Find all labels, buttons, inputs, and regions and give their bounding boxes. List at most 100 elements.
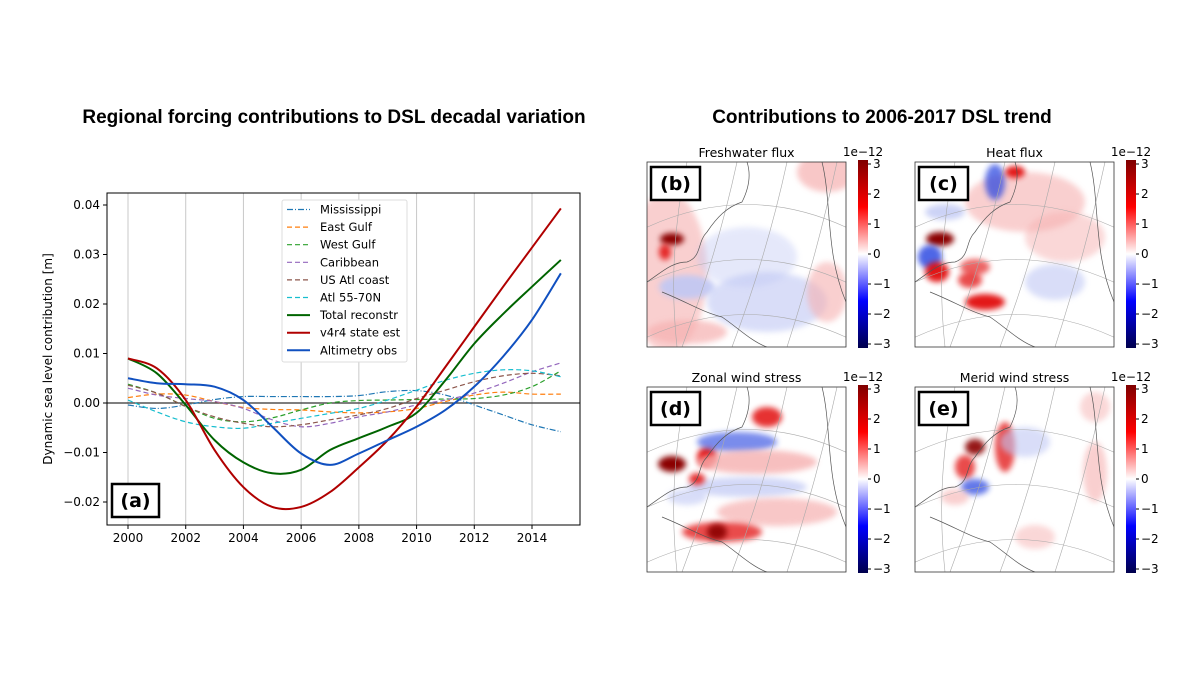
colorbar-tick-label: 0 (1141, 472, 1149, 486)
field-anomaly (926, 232, 954, 246)
map-frame (914, 386, 1115, 573)
colorbar-tick-label: 3 (873, 382, 881, 396)
series-line-west-gulf (127, 370, 562, 423)
colorbar-tick-label: −3 (873, 337, 891, 351)
field-anomaly (985, 164, 1005, 200)
x-tick-label: 2010 (401, 531, 432, 545)
colorbar-tick-label: 1 (1141, 442, 1149, 456)
graticule-meridian (949, 387, 1006, 572)
series-line-v4r4-state-est (127, 207, 562, 511)
colorbar-scale: 1e−12 (843, 370, 883, 384)
legend-label: Altimetry obs (320, 343, 397, 357)
x-tick-label: 2006 (286, 531, 317, 545)
graticule-meridian (949, 162, 1006, 347)
field-anomaly (797, 162, 846, 192)
field-anomaly (658, 456, 686, 472)
colorbar-tick-label: 0 (873, 472, 881, 486)
coastline (647, 387, 750, 508)
plot-frame (106, 192, 581, 526)
field-anomaly (647, 192, 707, 347)
field-anomaly (659, 275, 715, 299)
graticule-parallel (915, 204, 1114, 228)
colorbar-tick-label: −3 (873, 562, 891, 576)
colorbar: 1e−123 2 1 0 −1 −2 −3 (1111, 370, 1159, 576)
series-line-altimetry-obs (127, 272, 562, 466)
y-tick-label: −0.01 (63, 446, 100, 460)
field-anomaly (647, 320, 727, 344)
colorbar-scale: 1e−12 (1111, 370, 1151, 384)
field-anomaly (807, 262, 846, 322)
field-anomaly (697, 432, 777, 452)
panel-label: (c) (929, 173, 958, 195)
colorbar-gradient (858, 385, 868, 573)
graticule-meridian (786, 387, 838, 572)
legend-label: US Atl coast (320, 273, 390, 287)
field-anomaly (1015, 525, 1055, 549)
coastline (661, 291, 768, 347)
y-tick-label: 0.01 (73, 347, 100, 361)
panel-label: (e) (928, 398, 958, 420)
legend-label: v4r4 state est (320, 326, 401, 340)
field-anomaly (659, 244, 671, 260)
map-title: Heat flux (986, 145, 1043, 160)
field-anomaly (965, 294, 1005, 310)
map-title: Zonal wind stress (692, 370, 802, 385)
colorbar: 1e−123 2 1 0 −1 −2 −3 (1111, 145, 1159, 351)
graticule-meridian (999, 387, 1056, 572)
legend: Mississippi East Gulf West Gulf Caribbean US… (281, 199, 408, 363)
field-anomaly (707, 524, 727, 540)
map-panel-b: Freshwater flux (b) 1e−123 2 1 0 −1 −2 −3 (646, 145, 891, 351)
colorbar-tick-label: −1 (873, 277, 891, 291)
line-chart: 2000 2002 2004 2006 2008 2010 2012 2014 0.04 0.03… (41, 192, 581, 545)
right-title: Contributions to 2006-2017 DSL trend (712, 107, 1052, 128)
coastline (661, 516, 768, 572)
field-anomaly (960, 259, 990, 275)
coastline (929, 516, 1036, 572)
graticule-meridian (731, 162, 788, 347)
field-anomaly (707, 272, 827, 332)
y-axis-label: Dynamic sea level contribution [m] (41, 253, 55, 464)
colorbar-tick-label: −2 (873, 307, 891, 321)
colorbar-tick-label: −2 (1141, 532, 1159, 546)
legend-box (281, 199, 408, 363)
colorbar-tick-label: 3 (873, 157, 881, 171)
map-field (647, 162, 846, 347)
y-tick-label: 0.04 (73, 198, 100, 212)
graticule-meridian (1054, 387, 1106, 572)
graticule-parallel (915, 429, 1114, 453)
colorbar-tick-label: 1 (1141, 217, 1149, 231)
colorbar-tick-label: −1 (873, 502, 891, 516)
coastline (1089, 162, 1114, 303)
panel-label: (d) (660, 398, 691, 420)
graticule-parallel (647, 429, 846, 453)
graticule-meridian (681, 162, 738, 347)
map-title: Merid wind stress (960, 370, 1070, 385)
graticule-parallel (647, 314, 846, 338)
graticule-parallel (647, 539, 846, 563)
colorbar: 1e−123 2 1 0 −1 −2 −3 (843, 370, 891, 576)
legend-label: Mississippi (320, 203, 381, 217)
map-frame (646, 386, 847, 573)
colorbar-tick-label: −3 (1141, 562, 1159, 576)
y-tick-label: 0.03 (73, 248, 100, 262)
x-tick-label: 2002 (170, 531, 201, 545)
panel-label-box (917, 165, 970, 202)
colorbar-tick-label: 1 (873, 442, 881, 456)
map-title: Freshwater flux (698, 145, 794, 160)
field-anomaly (687, 477, 807, 497)
colorbar-tick-label: −2 (873, 532, 891, 546)
colorbar-gradient (858, 160, 868, 348)
colorbar-gradient (1126, 385, 1136, 573)
field-anomaly (961, 479, 989, 495)
field-anomaly (717, 498, 837, 526)
colorbar-tick-label: 0 (1141, 247, 1149, 261)
x-tick-label: 2000 (113, 531, 144, 545)
field-anomaly (697, 450, 817, 474)
field-anomaly (965, 439, 985, 455)
colorbar-tick-label: −1 (1141, 502, 1159, 516)
legend-label: East Gulf (320, 220, 373, 234)
x-tick-label: 2008 (344, 531, 375, 545)
graticule-meridian (999, 162, 1056, 347)
graticule-meridian (786, 162, 838, 347)
